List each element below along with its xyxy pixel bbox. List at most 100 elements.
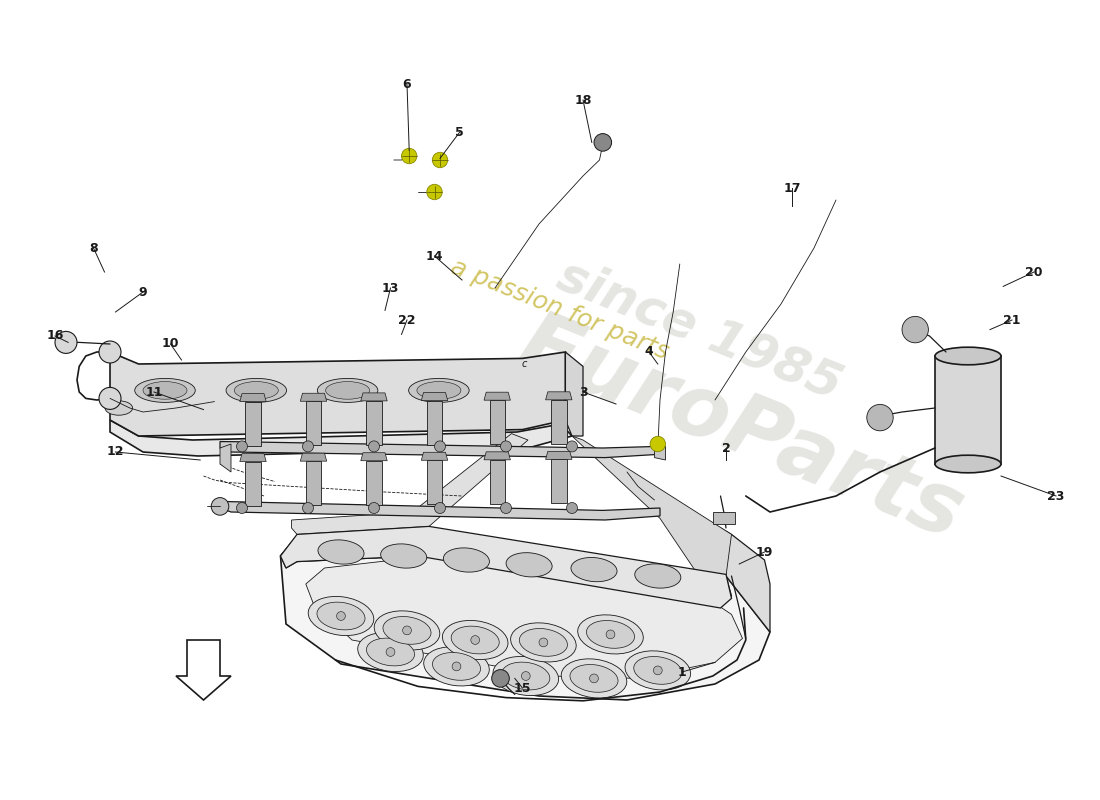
Polygon shape bbox=[220, 444, 231, 472]
Circle shape bbox=[236, 441, 248, 452]
Polygon shape bbox=[306, 461, 321, 505]
Polygon shape bbox=[366, 461, 382, 505]
Polygon shape bbox=[366, 401, 382, 445]
Text: 5: 5 bbox=[455, 126, 464, 138]
Circle shape bbox=[653, 666, 662, 674]
Polygon shape bbox=[427, 460, 442, 504]
Polygon shape bbox=[110, 420, 572, 456]
Polygon shape bbox=[292, 434, 528, 534]
Text: 22: 22 bbox=[398, 314, 416, 326]
Circle shape bbox=[55, 331, 77, 354]
Text: since 1985: since 1985 bbox=[551, 251, 849, 409]
Circle shape bbox=[434, 441, 446, 452]
Polygon shape bbox=[280, 526, 732, 608]
Text: 20: 20 bbox=[1025, 266, 1043, 278]
Ellipse shape bbox=[510, 623, 576, 662]
Ellipse shape bbox=[561, 659, 627, 698]
Polygon shape bbox=[245, 462, 261, 506]
Ellipse shape bbox=[409, 378, 470, 402]
Circle shape bbox=[434, 502, 446, 514]
Ellipse shape bbox=[318, 378, 378, 402]
Ellipse shape bbox=[442, 621, 508, 659]
Polygon shape bbox=[551, 400, 566, 444]
Ellipse shape bbox=[451, 626, 499, 654]
Circle shape bbox=[99, 341, 121, 363]
Circle shape bbox=[337, 611, 345, 621]
Polygon shape bbox=[306, 556, 742, 678]
Circle shape bbox=[500, 441, 512, 452]
Polygon shape bbox=[572, 436, 732, 600]
Ellipse shape bbox=[326, 382, 370, 399]
Ellipse shape bbox=[424, 647, 490, 686]
Polygon shape bbox=[546, 451, 572, 459]
Ellipse shape bbox=[635, 564, 681, 588]
Polygon shape bbox=[484, 452, 510, 460]
Polygon shape bbox=[306, 402, 321, 446]
Text: c: c bbox=[522, 359, 527, 369]
Polygon shape bbox=[176, 640, 231, 700]
Circle shape bbox=[368, 441, 379, 452]
Text: 10: 10 bbox=[162, 338, 179, 350]
Polygon shape bbox=[361, 393, 387, 401]
Circle shape bbox=[427, 184, 442, 200]
Polygon shape bbox=[427, 401, 442, 445]
Circle shape bbox=[606, 630, 615, 638]
Polygon shape bbox=[565, 352, 583, 436]
Circle shape bbox=[650, 436, 666, 452]
Ellipse shape bbox=[143, 382, 187, 399]
Polygon shape bbox=[280, 528, 770, 700]
Circle shape bbox=[302, 502, 313, 514]
Circle shape bbox=[211, 498, 229, 515]
Ellipse shape bbox=[417, 382, 461, 399]
Circle shape bbox=[471, 635, 480, 645]
Polygon shape bbox=[551, 459, 566, 503]
Circle shape bbox=[500, 502, 512, 514]
Polygon shape bbox=[240, 454, 266, 462]
Ellipse shape bbox=[227, 378, 286, 402]
Polygon shape bbox=[300, 394, 327, 402]
Circle shape bbox=[594, 134, 612, 151]
Ellipse shape bbox=[502, 662, 550, 690]
Text: 4: 4 bbox=[645, 346, 653, 358]
Ellipse shape bbox=[935, 455, 1001, 473]
Text: 18: 18 bbox=[574, 94, 592, 106]
Text: 14: 14 bbox=[426, 250, 443, 262]
Ellipse shape bbox=[234, 382, 278, 399]
Circle shape bbox=[403, 626, 411, 635]
Text: 12: 12 bbox=[107, 446, 124, 458]
Ellipse shape bbox=[134, 378, 196, 402]
Text: 21: 21 bbox=[1003, 314, 1021, 326]
Text: 13: 13 bbox=[382, 282, 399, 294]
Polygon shape bbox=[490, 400, 505, 444]
Polygon shape bbox=[421, 393, 448, 401]
Text: 1: 1 bbox=[678, 666, 686, 678]
Text: a passion for parts: a passion for parts bbox=[448, 255, 672, 365]
Text: 16: 16 bbox=[46, 330, 64, 342]
Ellipse shape bbox=[578, 615, 644, 654]
Text: EuroParts: EuroParts bbox=[505, 303, 975, 557]
Circle shape bbox=[867, 405, 893, 430]
Circle shape bbox=[432, 152, 448, 168]
Text: 2: 2 bbox=[722, 442, 730, 454]
Circle shape bbox=[368, 502, 379, 514]
Text: 23: 23 bbox=[1047, 490, 1065, 502]
Ellipse shape bbox=[106, 401, 133, 415]
Circle shape bbox=[902, 317, 928, 342]
Circle shape bbox=[452, 662, 461, 670]
Ellipse shape bbox=[317, 602, 365, 630]
Polygon shape bbox=[220, 502, 660, 520]
Polygon shape bbox=[280, 528, 732, 608]
Text: 6: 6 bbox=[403, 78, 411, 90]
Ellipse shape bbox=[383, 617, 431, 644]
Ellipse shape bbox=[634, 657, 682, 684]
Ellipse shape bbox=[358, 633, 424, 671]
Circle shape bbox=[521, 671, 530, 680]
Polygon shape bbox=[720, 528, 770, 632]
Polygon shape bbox=[220, 442, 658, 458]
Polygon shape bbox=[300, 453, 327, 461]
Ellipse shape bbox=[366, 638, 415, 666]
Polygon shape bbox=[421, 452, 448, 460]
Ellipse shape bbox=[586, 621, 635, 648]
Circle shape bbox=[492, 670, 509, 687]
Ellipse shape bbox=[381, 544, 427, 568]
